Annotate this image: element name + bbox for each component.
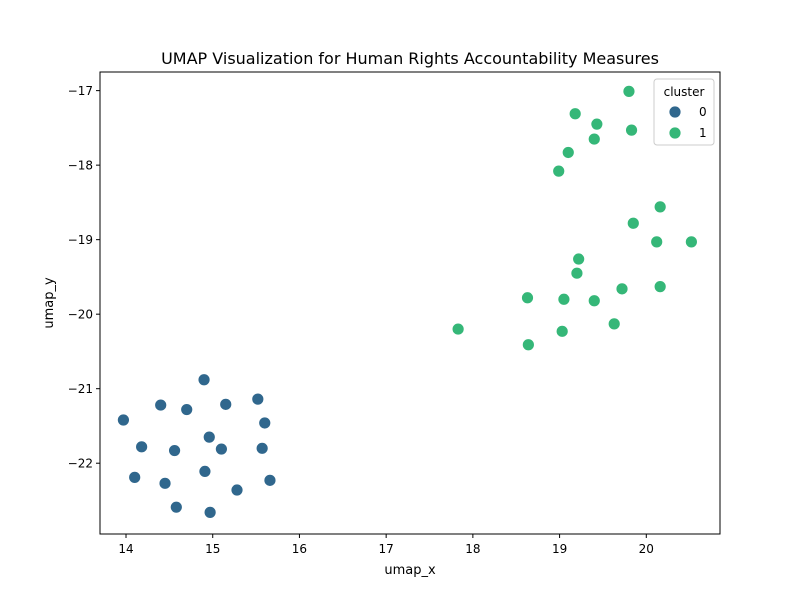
data-point-cluster-0 [219,397,233,411]
data-point-cluster-1 [626,216,640,230]
data-point-cluster-1 [615,282,629,296]
data-point-cluster-0 [255,441,269,455]
data-point-cluster-0 [263,473,277,487]
data-point-cluster-0 [128,470,142,484]
x-tick-label: 17 [379,542,394,556]
y-axis-label: umap_y [42,277,57,329]
data-point-cluster-1 [451,322,465,336]
data-point-cluster-1 [561,146,575,159]
data-point-cluster-1 [590,117,604,131]
legend-label-cluster-1: 1 [699,126,707,140]
y-tick-label: −22 [68,457,93,471]
x-tick-label: 16 [292,542,307,556]
data-point-cluster-0 [135,440,149,454]
data-point-cluster-0 [154,398,168,412]
y-tick-label: −19 [68,233,93,247]
x-tick-label: 19 [552,542,567,556]
data-point-cluster-0 [230,483,244,497]
data-point-cluster-1 [587,294,601,308]
data-point-cluster-1 [607,317,621,331]
legend-title: cluster [664,85,705,99]
chart-title: UMAP Visualization for Human Rights Acco… [161,49,659,68]
x-axis: 14 15 16 17 18 19 20 [118,534,654,556]
data-point-cluster-0 [251,392,265,406]
data-point-cluster-0 [169,500,183,514]
legend-box [653,78,715,146]
data-point-cluster-0 [158,476,172,490]
data-point-cluster-0 [258,416,272,430]
data-point-cluster-1 [653,200,667,214]
x-tick-label: 20 [639,542,654,556]
data-point-cluster-0 [203,505,217,519]
data-point-cluster-1 [552,164,566,178]
legend-marker-cluster-1 [668,126,682,140]
x-axis-label: umap_x [384,563,436,578]
legend: cluster 0 1 [653,78,715,146]
y-tick-label: −17 [68,84,93,98]
y-axis: −17 −18 −19 −20 −21 −22 [68,84,100,471]
data-point-cluster-1 [521,338,535,352]
x-tick-label: 18 [465,542,480,556]
data-point-cluster-1 [568,107,582,121]
data-point-cluster-1 [653,280,667,294]
data-point-cluster-1 [570,266,584,280]
points-layer [117,84,698,519]
data-point-cluster-0 [168,444,181,457]
data-point-cluster-1 [622,84,636,98]
data-point-cluster-1 [587,132,601,146]
x-tick-label: 15 [205,542,220,556]
legend-marker-cluster-0 [668,105,682,119]
y-tick-label: −18 [68,159,93,173]
data-point-cluster-1 [684,235,698,249]
legend-label-cluster-0: 0 [699,105,707,119]
data-point-cluster-0 [214,442,228,456]
data-point-cluster-1 [521,291,534,305]
y-tick-label: −20 [68,308,93,322]
data-point-cluster-0 [198,465,212,478]
plot-frame [99,71,721,535]
data-point-cluster-0 [202,430,216,444]
data-point-cluster-1 [572,252,586,266]
data-point-cluster-1 [650,235,664,249]
data-point-cluster-1 [555,324,569,338]
x-tick-label: 14 [118,542,133,556]
y-tick-label: −21 [68,382,93,396]
data-point-cluster-1 [557,292,571,306]
data-point-cluster-0 [180,403,194,416]
data-point-cluster-0 [117,413,130,427]
data-point-cluster-0 [197,373,211,387]
data-point-cluster-1 [625,123,638,137]
